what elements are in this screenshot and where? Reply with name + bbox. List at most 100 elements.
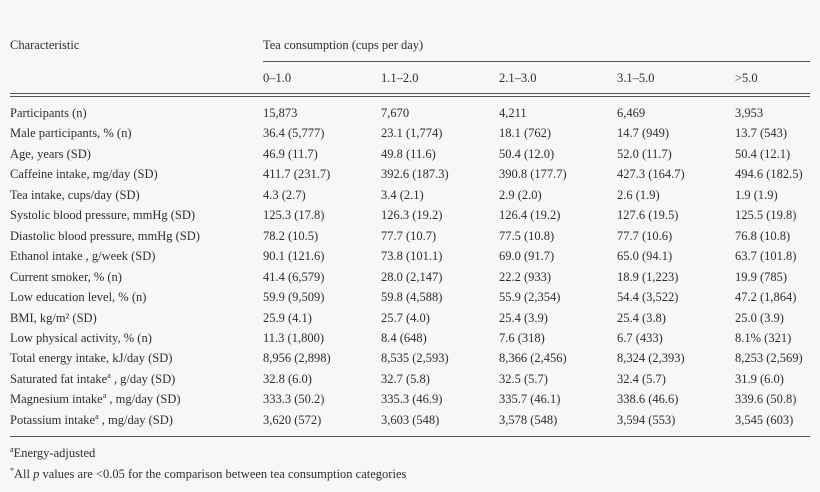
row-label-text: Male participants, % (n) [10,126,132,141]
table-row: Male participants, % (n) 36.4 (5,777) 23.1… [0,126,820,146]
footnote-p-values: *All p values are <0.05 for the comparis… [10,467,406,482]
table-row: Diastolic blood pressure, mmHg (SD) 78.2 … [0,229,820,249]
table-row: Participants (n) 15,873 7,670 4,211 6,469 3,9… [0,106,820,126]
table-cell: 3,953 [735,106,764,120]
row-label-text: Age, years (SD) [10,146,91,161]
table-cell: 127.6 (19.5) [617,208,679,223]
table-cell: 31.9 (6.0) [735,371,784,386]
table-cell: 69.0 (91.7) [499,249,555,264]
row-label-text: Caffeine intake, mg/day (SD) [10,167,158,182]
table-cell: 6.7 (433) [617,330,663,345]
table-cell: 3,545 (603) [735,412,794,427]
table-cell: 427.3 (164.7) [617,167,685,182]
header-tea-consumption: Tea consumption (cups per day) [263,38,424,52]
table-cell: 125.3 (17.8) [263,208,325,223]
table-cell: 41.4 (6,579) [263,269,325,284]
footnote-mark: a [10,445,14,454]
table-cell: 23.1 (1,774) [381,126,443,141]
row-label: Participants (n) [10,106,87,120]
footnote-italic-p: p [33,467,40,481]
table-cell: 46.9 (11.7) [263,146,318,161]
table-cell: 77.5 (10.8) [499,228,555,243]
row-label: Magnesium intakea , mg/day (SD) [10,391,181,407]
table-cell: 19.9 (785) [735,269,788,284]
table-row: Caffeine intake, mg/day (SD) 411.7 (231.7… [0,167,820,187]
table-cell: 50.4 (12.1) [735,146,791,161]
table-cell: 7.6 (318) [499,330,545,345]
table-cell: 78.2 (10.5) [263,228,319,243]
table-cell: 1.9 (1.9) [735,187,778,202]
table-cell: 126.3 (19.2) [381,208,443,223]
row-label-text: Low physical activity, % (n) [10,330,152,345]
table-cell: 2.9 (2.0) [499,187,542,202]
table-cell: 54.4 (3,522) [617,290,679,305]
column-header: 1.1–2.0 [381,71,419,85]
table-cell: 25.4 (3.8) [617,310,666,325]
table-cell: 15,873 [263,106,298,120]
row-label: Low education level, % (n) [10,290,146,304]
table-cell: 22.2 (933) [499,269,552,284]
table-cell: 8,366 (2,456) [499,351,567,366]
table-cell: 32.5 (5.7) [499,371,548,386]
column-header: 3.1–5.0 [617,71,655,85]
footnote-mark: a [107,370,111,380]
table-cell: 3,603 (548) [381,412,440,427]
row-label-text: Saturated fat intake [10,371,108,386]
row-label-text: Systolic blood pressure, mmHg (SD) [10,208,196,223]
table-cell: 3,578 (548) [499,412,558,427]
table-cell: 8,535 (2,593) [381,351,449,366]
table-cell: 126.4 (19.2) [499,208,561,223]
column-header: >5.0 [735,71,758,85]
table-cell: 73.8 (101.1) [381,249,443,264]
row-label-text: Low education level, % (n) [10,290,147,305]
row-label: Age, years (SD) [10,147,91,161]
table-cell: 3.4 (2.1) [381,187,424,202]
table-cell: 55.9 (2,354) [499,290,561,305]
row-label: Systolic blood pressure, mmHg (SD) [10,208,195,222]
table-cell: 25.0 (3.9) [735,310,784,325]
table-row: Potassium intakea , mg/day (SD) 3,620 (57… [0,412,820,433]
table-cell: 63.7 (101.8) [735,249,797,264]
row-label-text: Tea intake, cups/day (SD) [10,187,140,202]
table-cell: 333.3 (50.2) [263,392,325,407]
row-label: Potassium intakea , mg/day (SD) [10,412,173,427]
table-cell: 50.4 (12.0) [499,146,555,161]
footnote-mark: a [102,391,107,401]
row-label-text: Current smoker, % (n) [10,269,122,284]
column-header: 0–1.0 [263,71,292,85]
header-characteristic: Characteristic [10,38,80,52]
table-cell: 7,670 [381,106,410,120]
table-cell: 335.7 (46.1) [499,392,561,407]
table-row: Saturated fat intakea , g/day (SD) 32.8 (… [0,370,820,392]
row-label-unit: , g/day (SD) [110,371,176,386]
row-label: Low physical activity, % (n) [10,331,152,345]
table-cell: 392.6 (187.3) [381,167,449,182]
table-row: Age, years (SD) 46.9 (11.7) 49.8 (11.6) 50.… [0,147,820,167]
row-label-text: Total energy intake, kJ/day (SD) [10,351,173,366]
table-cell: 14.7 (949) [617,126,670,141]
table-cell: 25.4 (3.9) [499,310,548,325]
table-cell: 4.3 (2.7) [263,187,306,202]
table-cell: 18.1 (762) [499,126,552,141]
row-label-unit: , mg/day (SD) [98,412,173,427]
table-cell: 8.1% (321) [735,330,792,345]
table-cell: 11.3 (1,800) [263,330,324,345]
footnote-text: Energy-adjusted [13,446,96,460]
row-label: Current smoker, % (n) [10,270,122,284]
group-header-rule [263,61,810,62]
row-label-text: BMI, kg/m² (SD) [10,310,97,325]
table-cell: 338.6 (46.6) [617,392,679,407]
table-cell: 32.4 (5.7) [617,371,666,386]
table-cell: 125.5 (19.8) [735,208,797,223]
table-cell: 411.7 (231.7) [263,167,331,182]
table-cell: 339.6 (50.8) [735,392,797,407]
column-header: 2.1–3.0 [499,71,537,85]
table-cell: 59.9 (9,509) [263,290,325,305]
table-cell: 3,620 (572) [263,412,322,427]
table-cell: 47.2 (1,864) [735,290,797,305]
row-label: Male participants, % (n) [10,126,131,140]
table-row: Ethanol intake , g/week (SD) 90.1 (121.6)… [0,249,820,269]
table-cell: 25.7 (4.0) [381,310,430,325]
table-cell: 65.0 (94.1) [617,249,673,264]
row-label: Caffeine intake, mg/day (SD) [10,167,158,181]
